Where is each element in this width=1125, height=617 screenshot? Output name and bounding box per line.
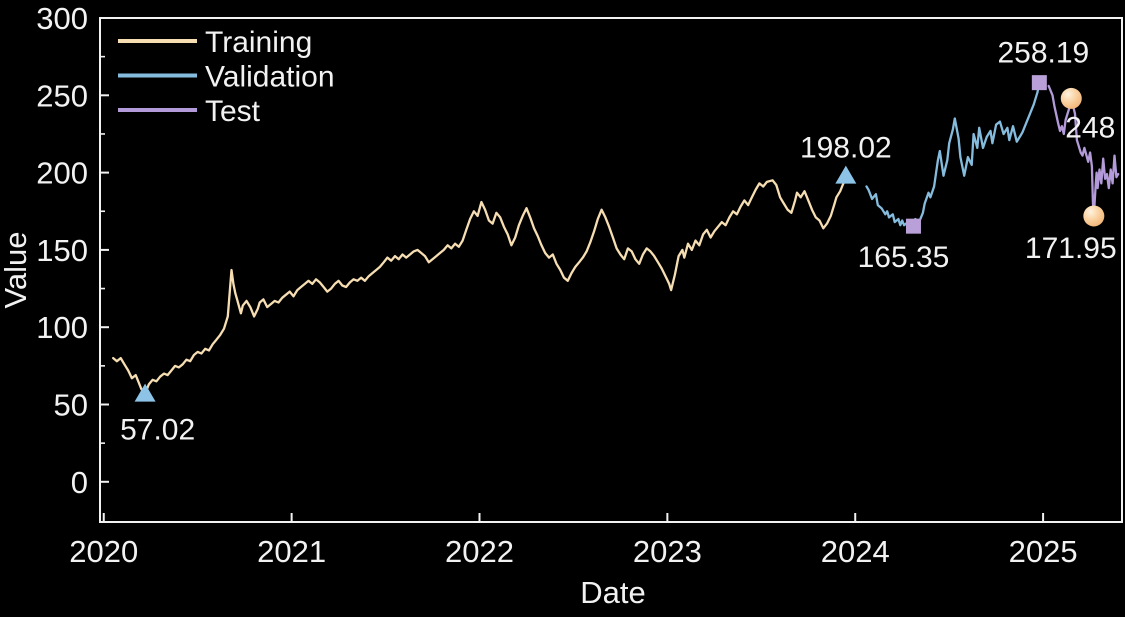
- axes: 2020 2021 2022 2023 2024 2025 0 50 100 150 200 250 3…: [36, 1, 1123, 569]
- annotation-label: 171.95: [1025, 232, 1117, 265]
- series-lines: [112, 81, 1120, 395]
- y-axis-tick-label: 200: [36, 156, 88, 191]
- test-series-line: [1047, 84, 1120, 218]
- annotation-label: 198.02: [800, 132, 892, 165]
- extreme-marker-circle-icon: [1083, 205, 1105, 227]
- annotation-label: 258.19: [997, 37, 1089, 70]
- extreme-marker-circle-icon: [1060, 87, 1082, 109]
- annotation-label: 248: [1065, 111, 1115, 144]
- x-axis-tick-label: 2025: [1009, 534, 1078, 569]
- y-axis-label: Value: [0, 232, 33, 309]
- legend-item-validation: Validation: [118, 61, 335, 94]
- annotation-label: 57.02: [120, 414, 195, 447]
- y-axis-tick-label: 300: [36, 1, 88, 36]
- y-axis-tick-label: 150: [36, 233, 88, 268]
- legend: Training Validation Test: [118, 26, 335, 128]
- legend-label-training: Training: [205, 26, 312, 59]
- legend-item-training: Training: [118, 26, 312, 59]
- extreme-marker-triangle-icon: [134, 383, 156, 402]
- y-axis-tick-label: 250: [36, 78, 88, 113]
- legend-label-validation: Validation: [205, 61, 335, 94]
- x-axis-tick-label: 2021: [257, 534, 326, 569]
- x-axis-tick-label: 2022: [445, 534, 514, 569]
- validation-series-line: [865, 81, 1041, 228]
- extreme-marker-square-icon: [1031, 75, 1047, 91]
- training-series-line: [112, 174, 847, 395]
- x-axis-tick-label: 2024: [821, 534, 890, 569]
- x-axis-tick-label: 2020: [69, 534, 138, 569]
- x-axis-label: Date: [580, 575, 645, 610]
- legend-label-test: Test: [205, 95, 261, 128]
- axis-frame: [99, 17, 1123, 523]
- y-axis-tick-label: 50: [54, 388, 88, 423]
- annotations: 57.02 198.02 165.35 258.19 248 171.95: [120, 37, 1117, 447]
- x-axis-tick-label: 2023: [633, 534, 702, 569]
- extreme-marker-triangle-icon: [835, 165, 857, 184]
- y-axis-tick-label: 0: [71, 465, 88, 500]
- legend-item-test: Test: [118, 95, 261, 128]
- extreme-marker-square-icon: [905, 218, 921, 234]
- y-axis-tick-label: 100: [36, 310, 88, 345]
- annotation-label: 165.35: [858, 241, 950, 274]
